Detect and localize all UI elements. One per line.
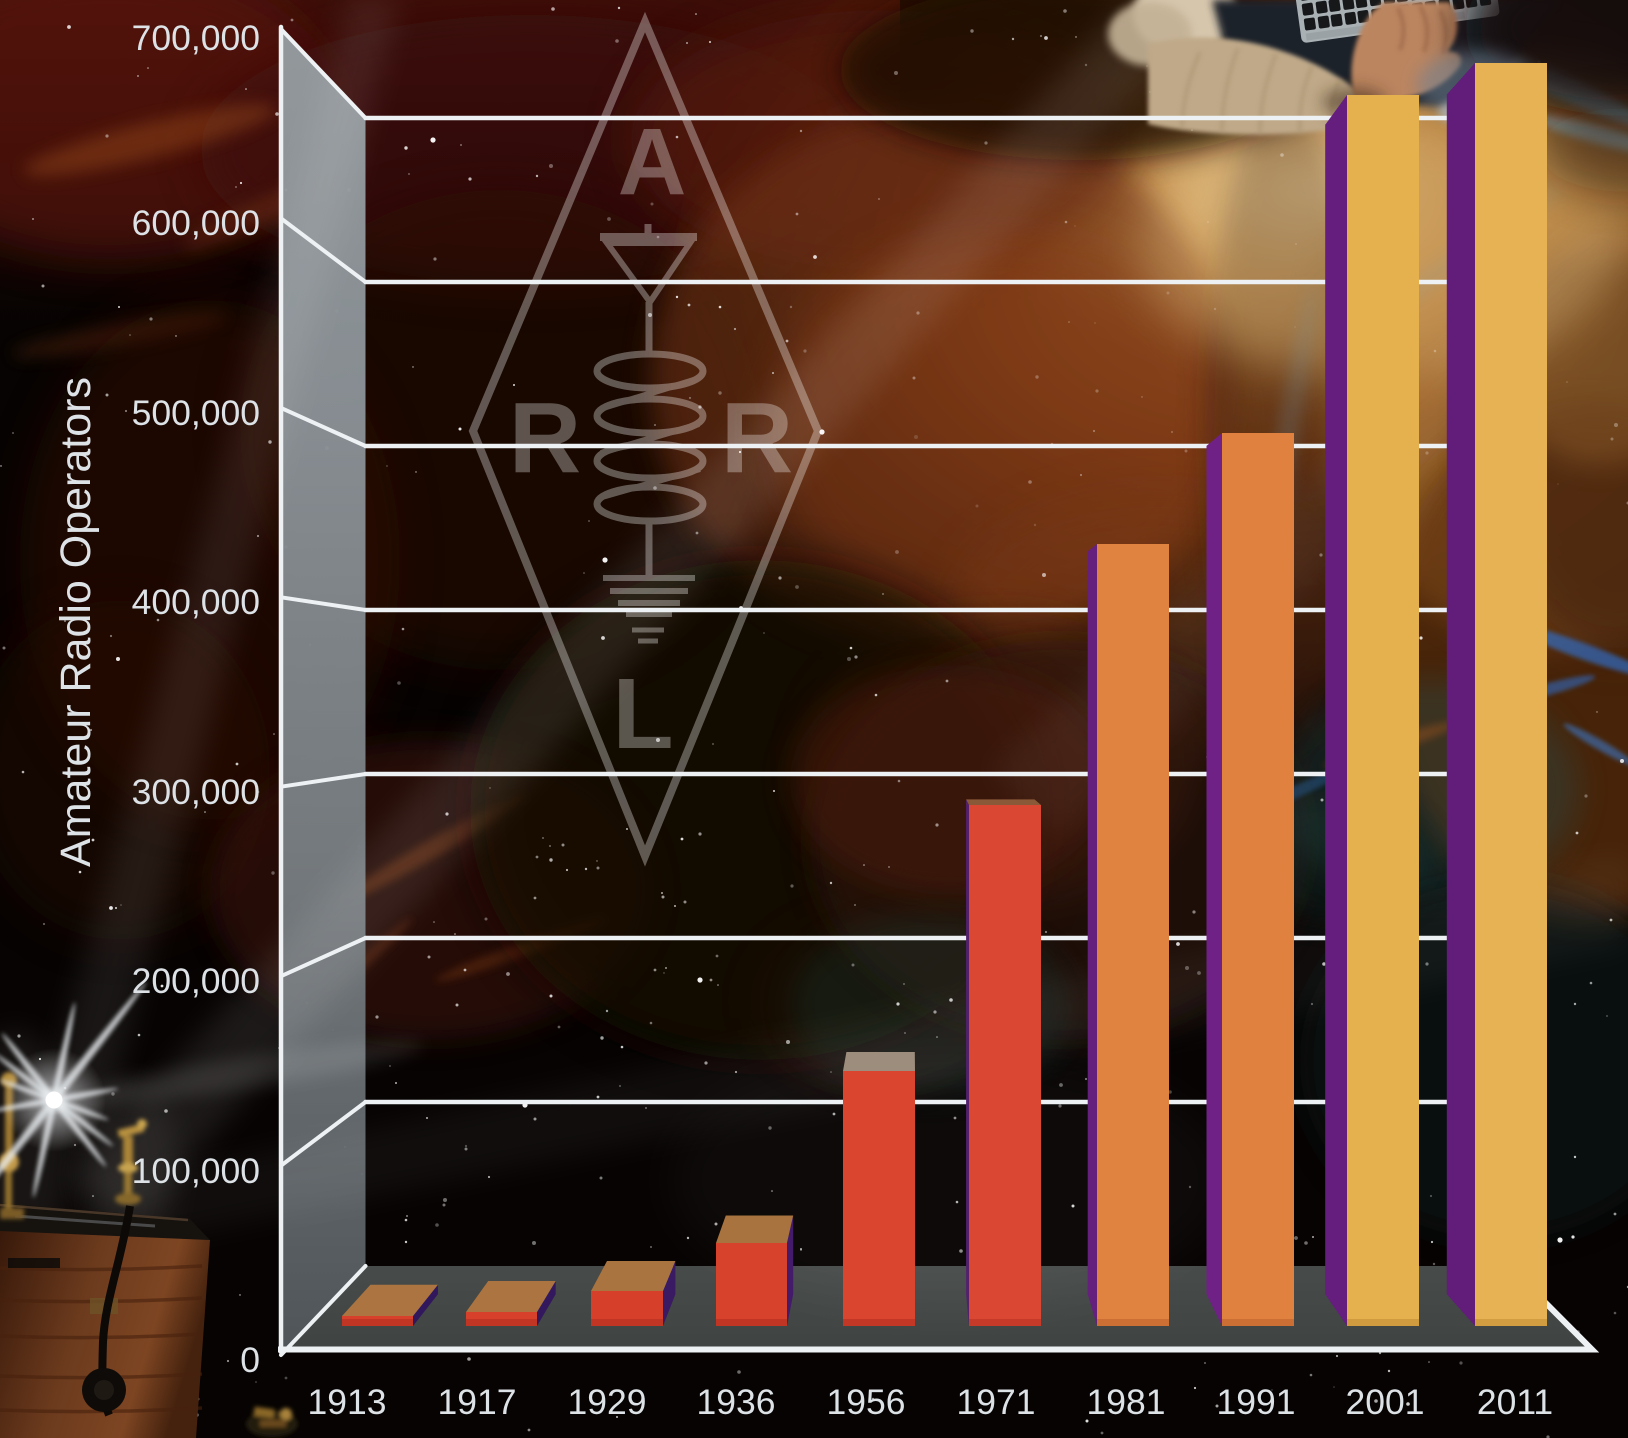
svg-text:0: 0 xyxy=(240,1340,260,1380)
svg-text:700,000: 700,000 xyxy=(132,18,260,58)
svg-text:200,000: 200,000 xyxy=(132,961,260,1001)
svg-text:1917: 1917 xyxy=(438,1382,517,1422)
svg-text:A: A xyxy=(618,109,687,215)
svg-text:1971: 1971 xyxy=(957,1382,1036,1422)
svg-text:500,000: 500,000 xyxy=(132,393,260,433)
svg-text:100,000: 100,000 xyxy=(132,1151,260,1191)
svg-text:1936: 1936 xyxy=(697,1382,776,1422)
svg-text:2001: 2001 xyxy=(1346,1382,1425,1422)
svg-text:1929: 1929 xyxy=(568,1382,647,1422)
svg-text:R: R xyxy=(509,382,581,494)
svg-text:1991: 1991 xyxy=(1217,1382,1296,1422)
svg-text:400,000: 400,000 xyxy=(132,582,260,622)
svg-text:300,000: 300,000 xyxy=(132,772,260,812)
svg-text:600,000: 600,000 xyxy=(132,203,260,243)
svg-text:Amateur Radio Operators: Amateur Radio Operators xyxy=(52,377,100,867)
svg-text:L: L xyxy=(612,658,673,770)
svg-text:1913: 1913 xyxy=(308,1382,387,1422)
svg-text:1956: 1956 xyxy=(827,1382,906,1422)
svg-text:2011: 2011 xyxy=(1477,1382,1553,1422)
svg-text:1981: 1981 xyxy=(1087,1382,1166,1422)
